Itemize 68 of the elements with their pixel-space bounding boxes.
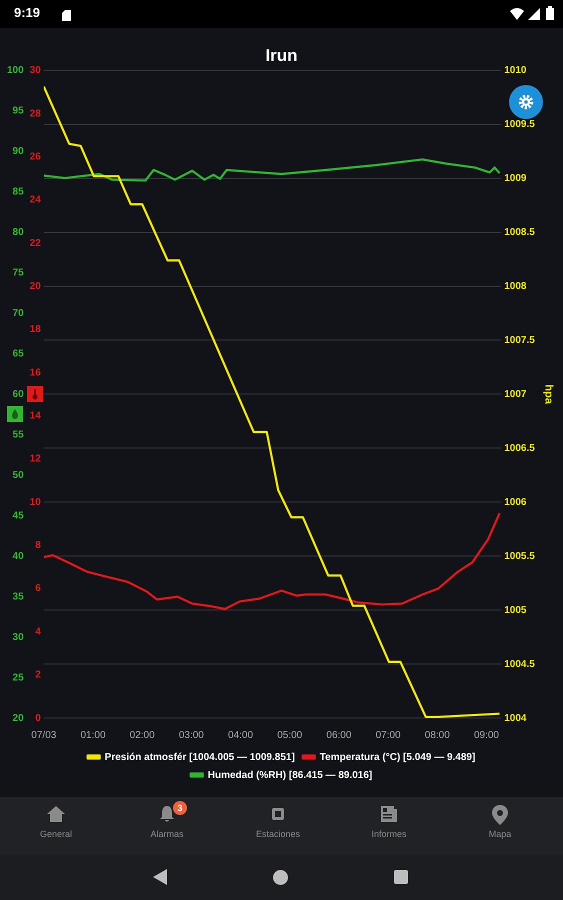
y2-tick-label: 50 [12, 470, 24, 481]
x-tick-label: 07:00 [376, 730, 402, 741]
y2-tick-label: 75 [12, 268, 24, 279]
y-tick-label: 1008.5 [504, 227, 536, 238]
y2-tick-label: 90 [12, 146, 24, 158]
legend-label: Temperatura (°C) [5.049 — 9.489] [320, 752, 476, 763]
text: Estaciones [254, 829, 302, 839]
y2-tick-label: 85 [12, 186, 24, 198]
x-tick-label: 07/03 [31, 730, 57, 741]
legend-label: Presión atmosfér [1004.005 — 1009.851] [104, 752, 295, 763]
y3-tick-label: 6 [35, 583, 42, 594]
y-tick-label: 1007.5 [504, 334, 536, 346]
y2-tick-label: 25 [12, 672, 24, 684]
y-tick-label: 1009.5 [504, 119, 536, 130]
y2-tick-label: 20 [12, 712, 24, 724]
y2-tick-label: 100 [6, 65, 24, 76]
x-tick-label: 01:00 [80, 730, 106, 741]
x-tick-label: 04:00 [228, 730, 254, 741]
text: 9:19 [14, 5, 40, 20]
y3-tick-label: 12 [30, 454, 42, 465]
y2-tick-label: 45 [12, 510, 24, 522]
y2-tick-label: 70 [12, 308, 24, 319]
y3-tick-label: 18 [30, 324, 42, 336]
y2-tick-label: 40 [12, 550, 24, 562]
y3-tick-label: 20 [30, 281, 42, 292]
y2-tick-label: 55 [12, 429, 24, 440]
x-tick-label: 06:00 [326, 730, 352, 741]
text: 3 [173, 801, 187, 815]
y-tick-label: 1010 [504, 65, 527, 76]
y2-tick-label: 30 [12, 632, 24, 643]
x-tick-label: 02:00 [130, 730, 156, 741]
y3-tick-label: 16 [30, 367, 42, 378]
y3-tick-label: 10 [30, 496, 42, 508]
y-axis-title: hpa [542, 384, 554, 405]
y-tick-label: 1004 [504, 712, 527, 724]
y-tick-label: 1007 [504, 388, 527, 400]
y3-tick-label: 14 [30, 410, 42, 422]
legend-label: Humedad (%RH) [86.415 — 89.016] [208, 770, 372, 781]
x-tick-label: 09:00 [474, 730, 500, 741]
y2-tick-label: 80 [12, 227, 24, 238]
y-tick-label: 1004.5 [504, 658, 536, 670]
y-tick-label: 1006 [504, 496, 527, 508]
y2-tick-label: 65 [12, 348, 24, 360]
y2-tick-label: 35 [12, 591, 24, 602]
y2-tick-label: 95 [12, 106, 24, 117]
text: Informes [370, 829, 408, 839]
y3-tick-label: 26 [30, 151, 42, 162]
text: General [38, 829, 74, 839]
text: Alarmas [149, 829, 184, 839]
y-tick-label: 1009 [504, 173, 527, 184]
y3-tick-label: 30 [30, 65, 42, 76]
y-tick-label: 1005.5 [504, 550, 536, 562]
y-tick-label: 1006.5 [504, 442, 536, 454]
y2-tick-label: 60 [12, 388, 24, 400]
chart-title: Irun [265, 46, 298, 65]
y3-tick-label: 8 [35, 540, 42, 552]
y3-tick-label: 0 [35, 712, 42, 724]
text: Mapa [488, 829, 512, 839]
y3-tick-label: 22 [30, 238, 42, 249]
x-tick-label: 08:00 [424, 730, 450, 741]
y-tick-label: 1005 [504, 604, 527, 616]
y3-tick-label: 4 [35, 626, 42, 638]
x-tick-label: 05:00 [277, 730, 303, 741]
x-tick-label: 03:00 [178, 730, 204, 741]
y3-tick-label: 2 [35, 670, 42, 681]
y3-tick-label: 24 [30, 194, 42, 206]
y-tick-label: 1008 [504, 281, 527, 292]
y3-tick-label: 28 [30, 108, 42, 120]
